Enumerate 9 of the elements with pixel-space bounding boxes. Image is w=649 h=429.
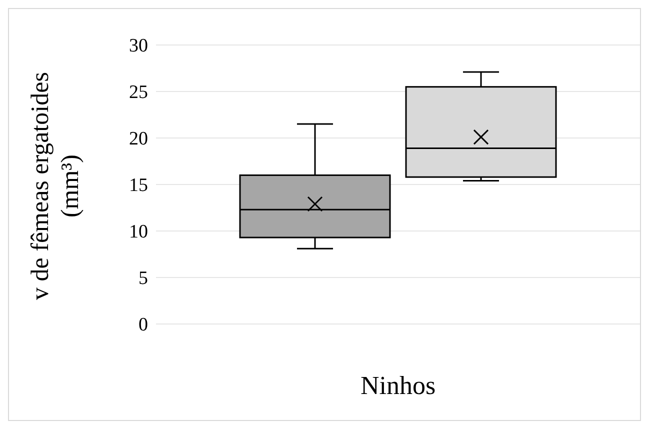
y-tick-label: 5 [138, 268, 148, 290]
x-axis-title: Ninhos [360, 371, 436, 400]
y-axis-title: v de fêmeas ergatoides (mm³) [26, 71, 85, 302]
y-tick-label: 10 [129, 222, 148, 243]
y-tick-label: 20 [129, 128, 148, 150]
y-tick-label: 25 [129, 82, 148, 104]
y-tick-label: 30 [129, 36, 148, 57]
y-tick-label: 0 [138, 314, 148, 336]
y-tick-label: 15 [129, 175, 148, 196]
